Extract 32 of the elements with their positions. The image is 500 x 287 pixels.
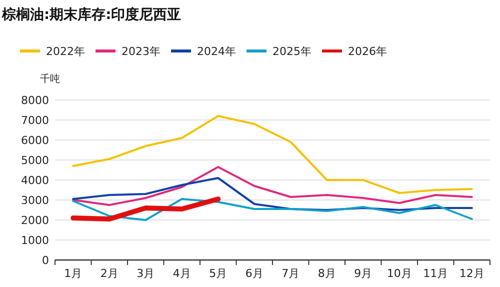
chart-title: 棕榈油:期末库存:印度尼西亚 xyxy=(1,6,182,23)
x-tick-label: 12月 xyxy=(459,267,484,280)
y-tick-label: 4000 xyxy=(21,174,49,187)
legend-label: 2026年 xyxy=(348,45,387,58)
y-axis-title: 千吨 xyxy=(40,73,60,85)
legend-label: 2022年 xyxy=(46,45,85,58)
x-tick-label: 5月 xyxy=(209,267,228,280)
y-tick-label: 1000 xyxy=(21,234,49,247)
x-tick-label: 3月 xyxy=(136,267,155,280)
x-tick-label: 8月 xyxy=(318,267,336,280)
x-tick-label: 11月 xyxy=(423,267,448,280)
y-tick-label: 8000 xyxy=(21,94,49,107)
y-tick-label: 0 xyxy=(42,254,49,267)
y-tick-label: 6000 xyxy=(21,134,49,147)
line-series xyxy=(72,166,473,206)
line-series xyxy=(72,115,473,194)
x-tick-label: 2月 xyxy=(100,267,118,280)
y-tick-label: 5000 xyxy=(21,154,49,167)
x-tick-label: 9月 xyxy=(354,267,372,280)
legend-label: 2024年 xyxy=(197,45,236,58)
line-series xyxy=(72,198,473,221)
x-tick-label: 10月 xyxy=(386,267,412,280)
legend-label: 2023年 xyxy=(122,45,160,58)
y-tick-label: 7000 xyxy=(21,114,49,127)
y-tick-label: 3000 xyxy=(21,194,49,207)
line-series xyxy=(72,177,473,211)
legend-label: 2025年 xyxy=(272,45,312,58)
x-tick-label: 6月 xyxy=(245,267,264,280)
y-tick-label: 2000 xyxy=(21,214,49,227)
x-tick-label: 4月 xyxy=(172,267,191,280)
x-tick-label: 1月 xyxy=(64,267,82,280)
x-tick-label: 7月 xyxy=(282,267,300,280)
